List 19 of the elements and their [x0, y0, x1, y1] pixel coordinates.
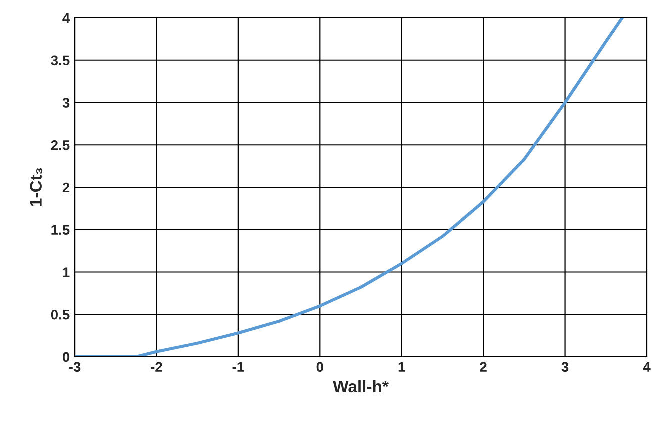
y-tick-label: 1.5	[52, 225, 70, 236]
y-tick-label: 0	[62, 352, 70, 362]
y-tick-label: 2.5	[51, 140, 70, 150]
x-tick-label: 2	[480, 362, 487, 372]
x-tick-label: 3	[562, 362, 569, 372]
y-tick-label: 2	[62, 182, 70, 193]
x-tick-label: 1	[398, 362, 406, 372]
y-tick-label: 0.5	[51, 310, 70, 320]
x-tick-label: -3	[69, 362, 81, 372]
x-tick-label: 0	[316, 362, 324, 372]
x-axis-title: Wall-h*	[333, 380, 389, 393]
y-axis-title: 1-Ct₃	[30, 168, 42, 207]
y-tick-label: 1	[63, 268, 70, 278]
y-tick-label: 3.5	[51, 56, 70, 66]
x-tick-label: 4	[643, 362, 651, 372]
y-tick-label: 3	[62, 98, 70, 108]
y-tick-label: 4	[62, 13, 70, 24]
x-tick-label: -1	[232, 362, 244, 372]
x-tick-label: -2	[151, 362, 162, 372]
